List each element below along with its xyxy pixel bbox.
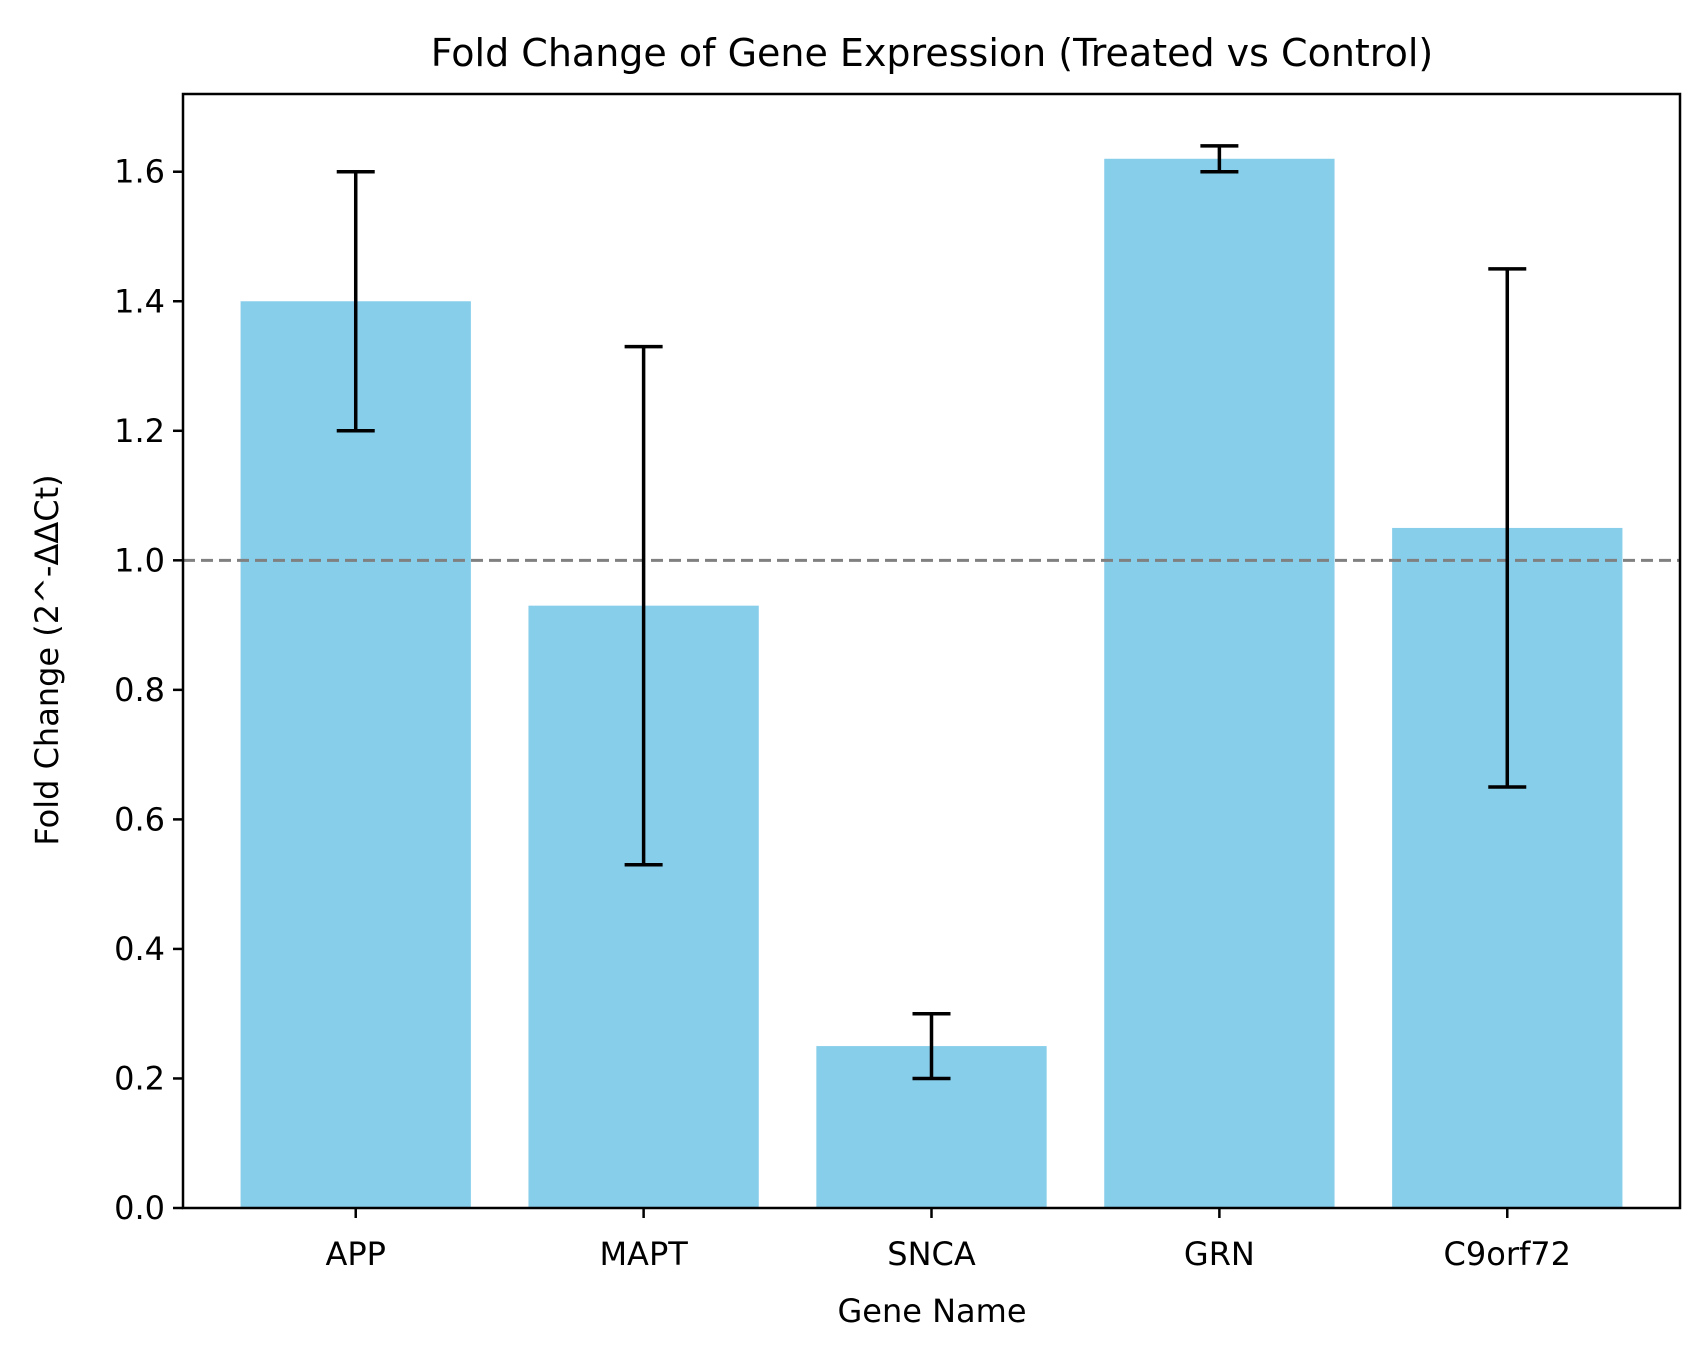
- y-tick-label: 0.8: [114, 671, 165, 709]
- error-bar-mapt: [624, 344, 663, 867]
- y-tick-label: 0.4: [114, 930, 165, 968]
- bar-app: [240, 301, 471, 1208]
- y-tick-label: 1.2: [114, 412, 165, 450]
- y-tick-label: 0.2: [114, 1059, 165, 1097]
- x-tick-label: MAPT: [599, 1235, 688, 1273]
- error-bar-grn: [1200, 144, 1239, 174]
- x-tick-label: SNCA: [887, 1235, 976, 1273]
- y-tick-label: 1.4: [114, 282, 165, 320]
- x-axis-label: Gene Name: [837, 1292, 1026, 1330]
- x-tick-label: GRN: [1184, 1235, 1255, 1273]
- y-tick-label: 1.6: [114, 153, 165, 191]
- y-axis-label: Fold Change (2^-ΔΔCt): [28, 474, 66, 845]
- y-tick-label: 0.6: [114, 800, 165, 838]
- y-tick-label: 1.0: [114, 541, 165, 579]
- error-bar-c9orf72: [1488, 267, 1527, 789]
- error-bar-app: [336, 169, 375, 433]
- x-tick-label: C9orf72: [1444, 1235, 1571, 1273]
- x-tick-label: APP: [325, 1235, 385, 1273]
- error-bar-snca: [912, 1011, 951, 1081]
- y-tick-label: 0.0: [114, 1189, 165, 1227]
- bar-grn: [1104, 158, 1335, 1208]
- plot-area: 0.0 0.2 0.4 0.6 0.8 1.0 1.2 1.4 1.6 APP MAPT SNCA GR…: [114, 92, 1682, 1273]
- chart-title: Fold Change of Gene Expression (Treated …: [431, 31, 1433, 75]
